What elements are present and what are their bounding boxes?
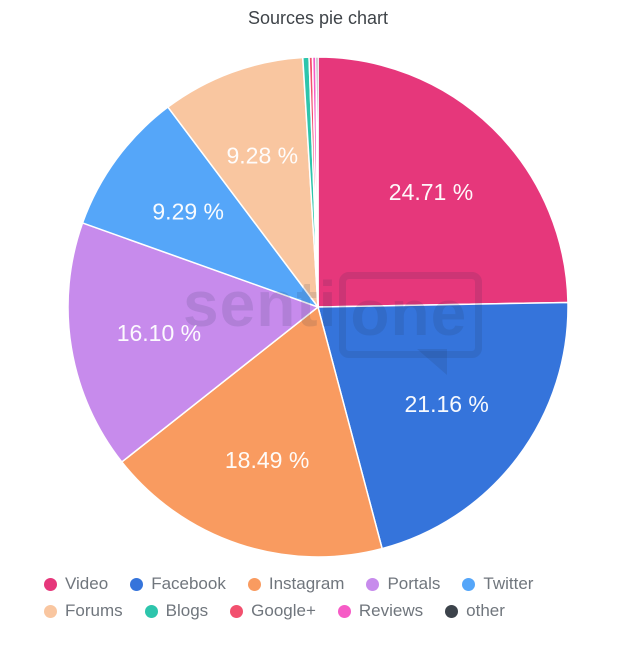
legend-dot-icon	[337, 604, 351, 618]
legend-item-label: Google+	[251, 601, 316, 620]
legend-item-label: Portals	[387, 574, 441, 593]
legend-dot-icon	[44, 604, 57, 618]
slice-value-label-video: 24.71 %	[389, 179, 473, 205]
legend-dot-icon	[144, 604, 158, 618]
slice-value-label-facebook: 21.16 %	[404, 391, 488, 417]
legend-item-label: Instagram	[268, 574, 345, 593]
pie-slice-facebook[interactable]	[317, 301, 569, 550]
legend-item-label: Twitter	[483, 574, 534, 593]
legend-dot-icon	[44, 577, 57, 591]
legend-item-forums[interactable]: Forums	[44, 601, 123, 621]
legend-item-instagram[interactable]: Instagram	[247, 574, 345, 594]
legend-item-other[interactable]: other	[445, 601, 505, 621]
legend-dot-icon	[366, 577, 380, 591]
chart-title: Sources pie chart	[247, 8, 389, 28]
legend-item-portals[interactable]: Portals	[366, 574, 440, 594]
legend-dot-icon	[445, 604, 459, 618]
legend-dot-icon	[462, 577, 476, 591]
legend: Video Facebook Instagram Portals Twitter Foru…	[0, 574, 636, 621]
pie-slice-portals[interactable]	[67, 222, 319, 463]
legend-item-label: Video	[65, 574, 109, 593]
pie-slice-video[interactable]	[317, 56, 569, 308]
slice-value-label-twitter: 9.29 %	[152, 198, 224, 224]
pie-slice-forums[interactable]	[167, 56, 319, 308]
pie-slice-instagram[interactable]	[121, 306, 383, 558]
legend-item-reviews[interactable]: Reviews	[337, 601, 424, 621]
legend-item-twitter[interactable]: Twitter	[462, 574, 533, 594]
legend-item-label: Facebook	[151, 574, 226, 593]
slice-value-label-forums: 9.28 %	[226, 143, 298, 169]
legend-item-blogs[interactable]: Blogs	[144, 601, 209, 621]
legend-dot-icon	[230, 604, 244, 618]
legend-item-label: Blogs	[165, 601, 209, 620]
slice-value-label-portals: 16.10 %	[117, 320, 201, 346]
legend-item-label: Forums	[65, 601, 123, 620]
slice-value-label-instagram: 18.49 %	[225, 447, 309, 473]
legend-item-google-[interactable]: Google+	[230, 601, 316, 621]
legend-item-label: Reviews	[358, 601, 424, 620]
pie-slice-other[interactable]	[315, 56, 319, 308]
legend-item-label: other	[466, 601, 505, 620]
legend-dot-icon	[130, 577, 144, 591]
legend-item-video[interactable]: Video	[44, 574, 108, 594]
legend-item-facebook[interactable]: Facebook	[130, 574, 226, 594]
legend-dot-icon	[247, 577, 261, 591]
pie-slice-twitter[interactable]	[81, 106, 319, 308]
